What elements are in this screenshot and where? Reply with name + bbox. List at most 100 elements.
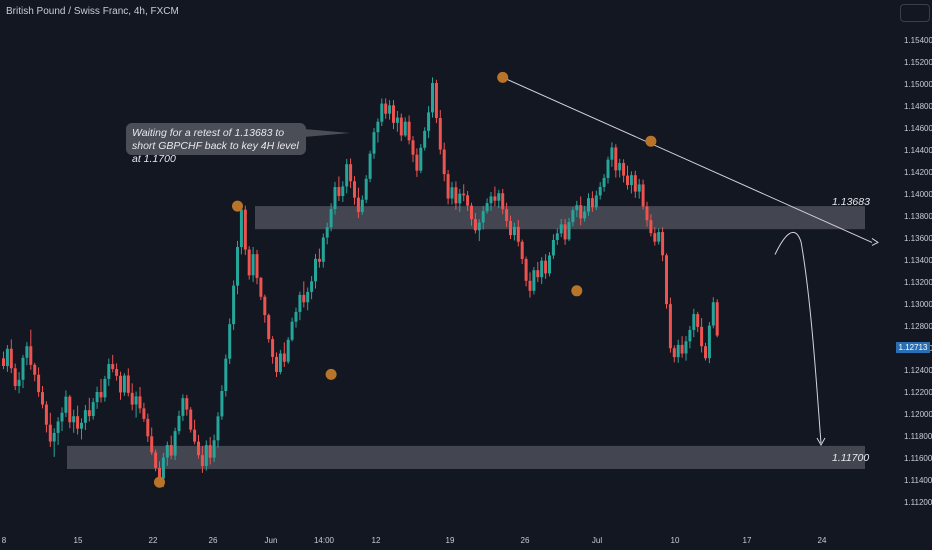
candle[interactable] (462, 184, 466, 202)
candle[interactable] (384, 98, 388, 119)
candle[interactable] (575, 200, 579, 218)
candle[interactable] (567, 217, 571, 242)
candle[interactable] (395, 110, 399, 132)
candle[interactable] (587, 193, 590, 216)
candle[interactable] (208, 436, 212, 465)
candle[interactable] (540, 257, 544, 284)
candle[interactable] (442, 142, 446, 182)
candle[interactable] (704, 342, 707, 361)
candle[interactable] (555, 228, 559, 245)
candle[interactable] (33, 362, 37, 382)
trendline[interactable] (502, 76, 873, 243)
candle[interactable] (715, 299, 719, 338)
candle[interactable] (509, 215, 512, 239)
candle[interactable] (185, 394, 189, 416)
candle[interactable] (661, 227, 665, 262)
candle[interactable] (626, 165, 629, 190)
candle[interactable] (512, 222, 516, 241)
candle[interactable] (56, 417, 60, 445)
candle[interactable] (173, 427, 177, 461)
candle[interactable] (228, 318, 232, 365)
candle[interactable] (532, 267, 536, 295)
candle[interactable] (563, 218, 567, 245)
candle[interactable] (477, 219, 481, 242)
candle[interactable] (423, 127, 427, 151)
candle[interactable] (80, 418, 83, 440)
candle[interactable] (458, 188, 462, 212)
candle[interactable] (551, 234, 555, 260)
candle[interactable] (17, 372, 21, 394)
candle[interactable] (481, 205, 485, 230)
candle[interactable] (212, 434, 216, 463)
candle[interactable] (590, 191, 594, 212)
candle[interactable] (204, 440, 208, 471)
candle[interactable] (434, 79, 438, 124)
candle[interactable] (232, 280, 236, 330)
candle[interactable] (99, 379, 103, 403)
candle[interactable] (657, 228, 661, 245)
candle[interactable] (52, 428, 56, 457)
candle[interactable] (411, 136, 415, 163)
candle[interactable] (618, 158, 622, 178)
candle[interactable] (645, 201, 649, 227)
candle[interactable] (146, 413, 150, 443)
candle[interactable] (368, 150, 372, 183)
candle[interactable] (189, 407, 193, 433)
candle[interactable] (707, 322, 711, 364)
candle[interactable] (314, 253, 317, 289)
candle[interactable] (579, 196, 583, 226)
candle[interactable] (275, 352, 278, 378)
candle[interactable] (380, 98, 384, 127)
candle[interactable] (271, 336, 275, 364)
candle[interactable] (614, 144, 618, 178)
candle[interactable] (298, 291, 302, 321)
candle[interactable] (505, 202, 509, 227)
candle[interactable] (13, 363, 17, 391)
candle[interactable] (610, 142, 614, 167)
candle[interactable] (450, 181, 454, 205)
candle[interactable] (243, 205, 247, 256)
candle[interactable] (134, 391, 138, 418)
candle[interactable] (290, 317, 294, 342)
candle[interactable] (594, 190, 598, 211)
candle[interactable] (388, 100, 392, 120)
candle[interactable] (637, 178, 641, 199)
candle[interactable] (282, 342, 286, 368)
candle[interactable] (489, 192, 493, 211)
candle[interactable] (165, 441, 169, 466)
candle[interactable] (629, 171, 633, 194)
candle[interactable] (345, 158, 349, 194)
candle[interactable] (37, 367, 41, 397)
candle[interactable] (263, 294, 267, 323)
candle[interactable] (247, 246, 251, 280)
candle[interactable] (684, 336, 688, 361)
candle[interactable] (107, 358, 111, 386)
candle[interactable] (60, 407, 64, 431)
candle[interactable] (606, 156, 610, 184)
candle[interactable] (68, 394, 72, 429)
candle[interactable] (9, 339, 13, 374)
candle[interactable] (341, 181, 345, 203)
candle[interactable] (696, 311, 700, 333)
candle[interactable] (446, 170, 450, 205)
candle[interactable] (536, 261, 540, 283)
candle[interactable] (485, 198, 489, 214)
candle[interactable] (583, 205, 587, 222)
candle[interactable] (403, 117, 407, 137)
candle[interactable] (5, 345, 9, 372)
candle[interactable] (306, 287, 310, 311)
candle[interactable] (356, 187, 360, 218)
candle[interactable] (2, 351, 5, 370)
candle[interactable] (236, 240, 239, 295)
candle[interactable] (329, 203, 333, 232)
candle[interactable] (602, 174, 606, 192)
candle[interactable] (372, 128, 376, 159)
candle[interactable] (255, 249, 259, 285)
candle[interactable] (516, 220, 520, 247)
candle[interactable] (239, 206, 243, 255)
candle[interactable] (200, 445, 204, 473)
candle[interactable] (711, 297, 715, 329)
candle[interactable] (427, 106, 431, 139)
candle[interactable] (41, 386, 44, 409)
swing-marker[interactable] (325, 368, 337, 380)
